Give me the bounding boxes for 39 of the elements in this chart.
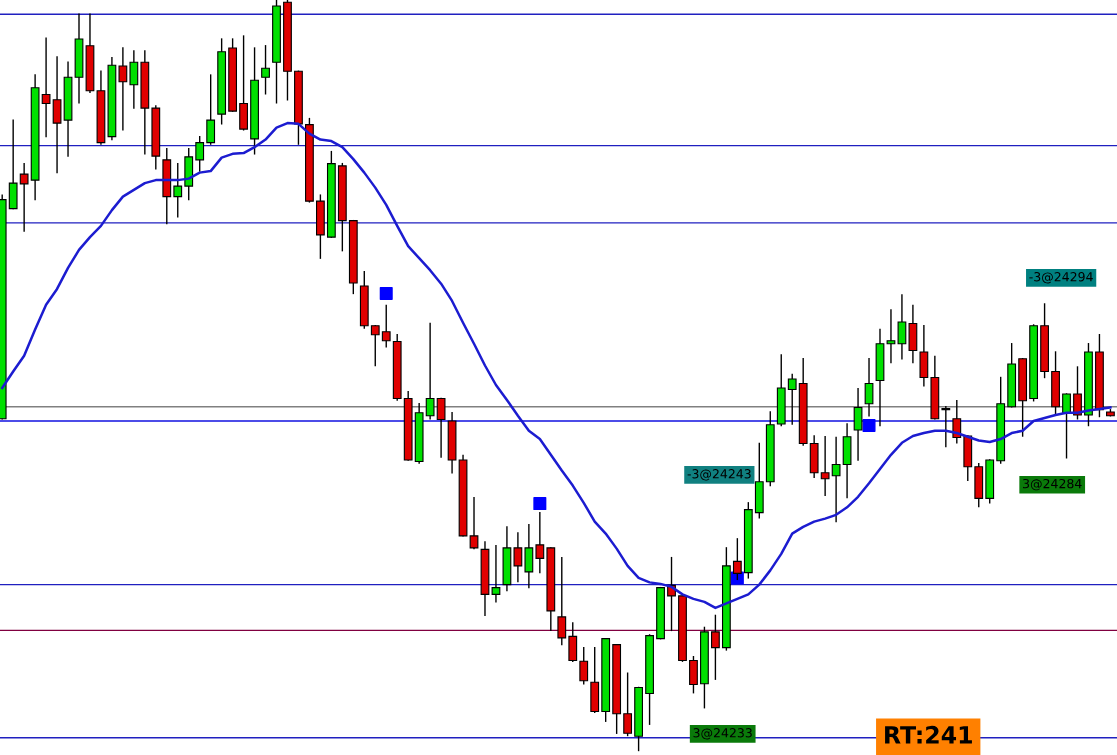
annotation: -3@24243 <box>687 469 751 481</box>
candlestick <box>557 556 567 646</box>
candlestick <box>535 511 545 574</box>
candlestick <box>261 45 270 95</box>
candlestick <box>41 37 51 138</box>
candlestick <box>129 50 139 109</box>
candlestick <box>1062 393 1071 459</box>
candlestick <box>831 436 841 523</box>
candlestick <box>469 496 479 550</box>
point <box>379 286 393 300</box>
annotation: -3@24294 <box>1029 272 1093 284</box>
candlestick <box>886 309 896 364</box>
candlestick <box>1073 366 1082 420</box>
candlestick <box>897 294 907 360</box>
candlestick <box>820 436 830 497</box>
candlestick <box>195 135 205 172</box>
candlestick <box>623 672 633 737</box>
candlestick <box>381 304 391 348</box>
candlestick <box>864 358 874 417</box>
annotation: RT:241 <box>885 725 972 744</box>
annotation: 3@24284 <box>1023 478 1082 491</box>
candlestick <box>853 388 863 461</box>
candlestick <box>787 373 797 425</box>
candlestick <box>941 406 951 448</box>
candlestick <box>206 74 216 145</box>
candlestick <box>52 56 62 174</box>
candlestick <box>491 544 501 603</box>
point <box>862 419 876 433</box>
candlestick <box>173 162 183 218</box>
candlestick <box>425 322 435 420</box>
candlestick <box>370 325 380 367</box>
candlestick <box>436 397 446 458</box>
candlestick <box>579 646 589 685</box>
point <box>533 497 547 511</box>
candlestick <box>19 162 29 232</box>
candlestick <box>118 47 128 131</box>
annotation: 3@24233 <box>693 728 752 740</box>
candlestick <box>711 614 720 680</box>
candlestick <box>513 532 523 583</box>
